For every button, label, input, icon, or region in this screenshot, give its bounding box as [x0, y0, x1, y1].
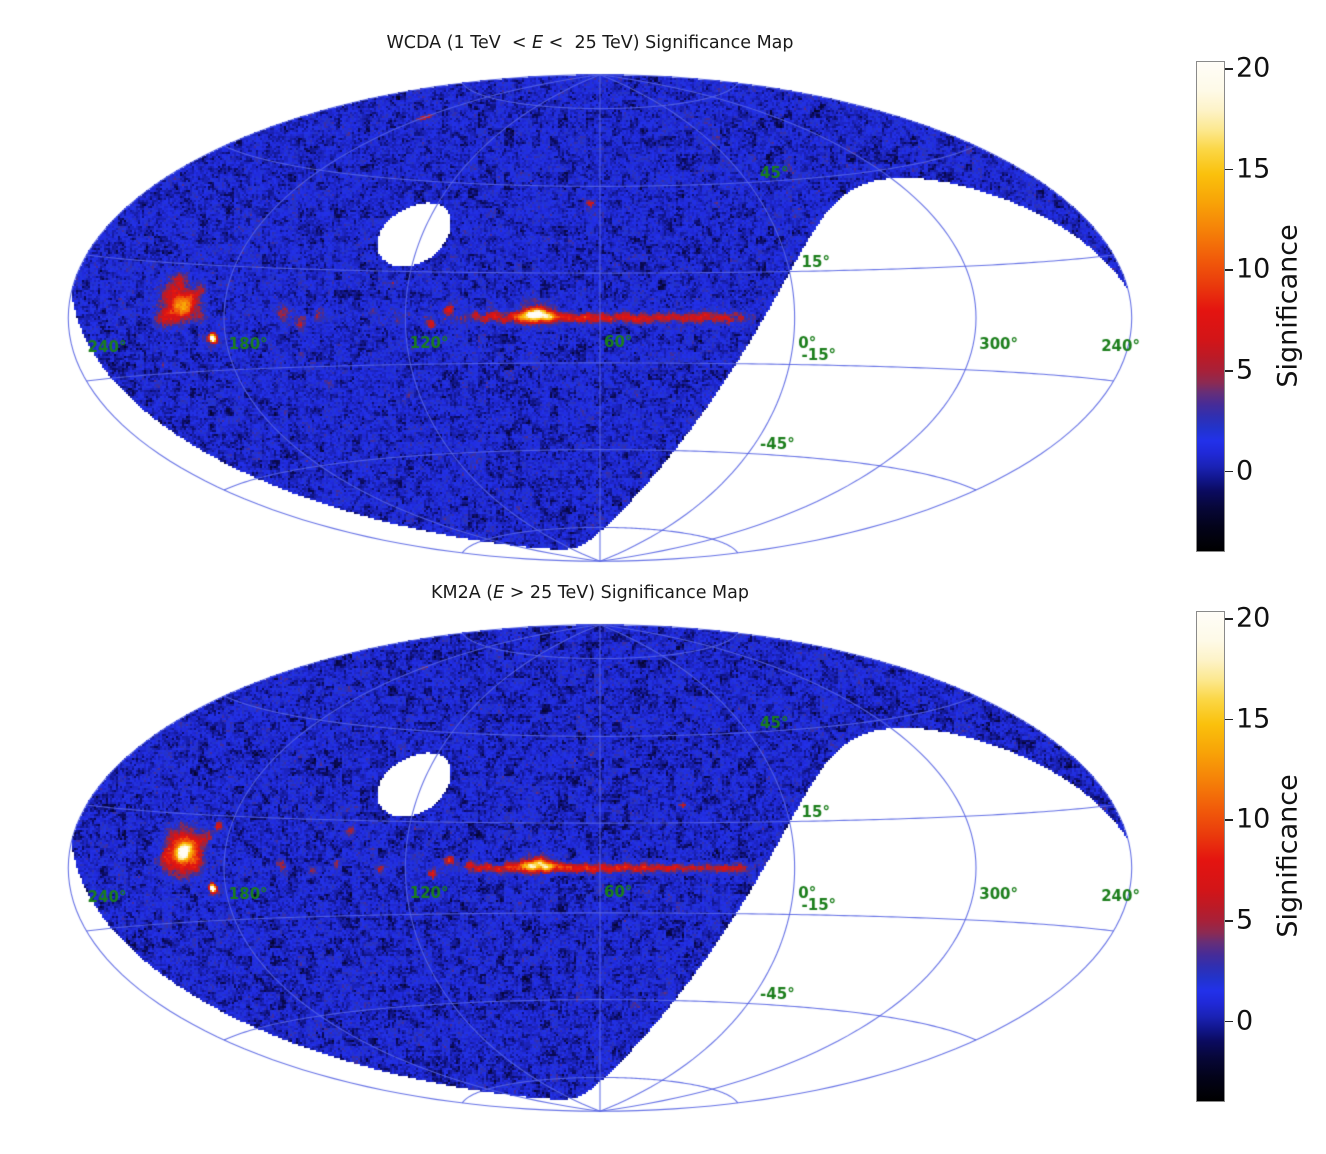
colorbar-tick-mark — [1225, 370, 1233, 372]
km2a-title-pre: KM2A ( — [431, 583, 493, 603]
colorbar-tick-label: 20 — [1236, 602, 1270, 633]
panel-km2a: KM2A (E > 25 TeV) Significance Map 20 15 1… — [0, 550, 1326, 1127]
colorbar-tick-mark — [1225, 471, 1233, 473]
wcda-title: WCDA (1 TeV < E < 25 TeV) Significance M… — [0, 33, 1180, 53]
wcda-colorbar-gradient — [1196, 61, 1225, 552]
wcda-title-pre: WCDA (1 TeV < — [386, 33, 532, 53]
wcda-sky-map-canvas — [0, 55, 1180, 580]
colorbar-tick-mark — [1225, 169, 1233, 171]
colorbar-tick-mark — [1225, 819, 1233, 821]
colorbar-tick-mark — [1225, 68, 1233, 70]
wcda-title-energy: E — [532, 33, 543, 53]
colorbar-tick-label: 0 — [1236, 455, 1253, 486]
colorbar-tick-mark — [1225, 920, 1233, 922]
km2a-colorbar-axis-label: Significance — [1273, 774, 1304, 937]
wcda-colorbar-axis-label: Significance — [1273, 224, 1304, 387]
km2a-colorbar: 20 15 10 5 0 Significance — [1196, 611, 1326, 1102]
wcda-title-post: < 25 TeV) Significance Map — [543, 33, 793, 53]
panel-wcda: WCDA (1 TeV < E < 25 TeV) Significance M… — [0, 0, 1326, 577]
colorbar-tick-label: 5 — [1236, 904, 1253, 935]
colorbar-tick-label: 15 — [1236, 703, 1270, 734]
colorbar-tick-label: 5 — [1236, 354, 1253, 385]
km2a-sky-map-canvas — [0, 605, 1180, 1130]
colorbar-tick-mark — [1225, 269, 1233, 271]
km2a-colorbar-gradient — [1196, 611, 1225, 1102]
km2a-title-post: > 25 TeV) Significance Map — [504, 583, 749, 603]
colorbar-tick-label: 20 — [1236, 52, 1270, 83]
colorbar-tick-label: 10 — [1236, 804, 1270, 835]
colorbar-tick-mark — [1225, 1021, 1233, 1023]
colorbar-tick-label: 0 — [1236, 1005, 1253, 1036]
colorbar-tick-mark — [1225, 719, 1233, 721]
figure: WCDA (1 TeV < E < 25 TeV) Significance M… — [0, 0, 1326, 1154]
colorbar-tick-label: 15 — [1236, 153, 1270, 184]
wcda-colorbar: 20 15 10 5 0 Significance — [1196, 61, 1326, 552]
km2a-title: KM2A (E > 25 TeV) Significance Map — [0, 583, 1180, 603]
colorbar-tick-mark — [1225, 618, 1233, 620]
km2a-title-energy: E — [493, 583, 504, 603]
colorbar-tick-label: 10 — [1236, 254, 1270, 285]
